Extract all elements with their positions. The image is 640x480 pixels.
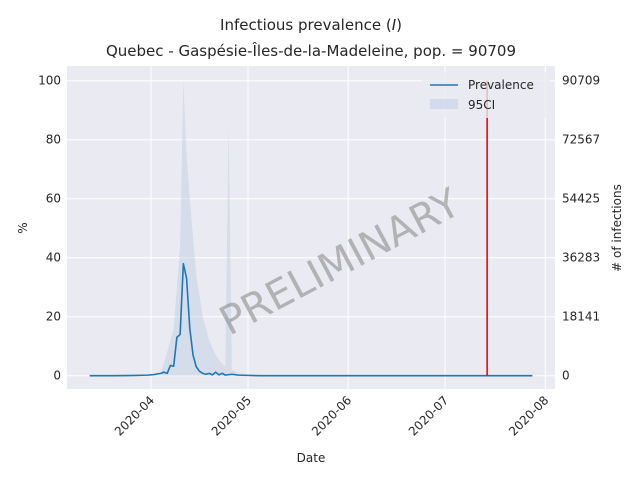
- y2-axis-label: # of infections: [610, 184, 624, 272]
- legend: Prevalence 95CI: [422, 72, 550, 118]
- y-tick-label: 60: [46, 192, 61, 206]
- y-tick-label: 80: [46, 133, 61, 147]
- x-tick-label: 2020-08: [506, 393, 551, 438]
- y-axis-label: %: [16, 222, 30, 233]
- legend-label-prevalence: Prevalence: [468, 78, 534, 92]
- x-tick-label: 2020-06: [309, 393, 354, 438]
- x-tick-label: 2020-04: [112, 393, 157, 438]
- y-tick-label: 100: [38, 74, 61, 88]
- y2-tick-label: 36283: [562, 251, 600, 265]
- y2-tick-label: 18141: [562, 310, 600, 324]
- plot-area: [67, 66, 555, 389]
- ci-band: [160, 80, 261, 376]
- y2-tick-label: 54425: [562, 192, 600, 206]
- prevalence-line: [89, 262, 533, 377]
- y2-tick-label: 0: [562, 369, 570, 383]
- y2-tick-label: 72567: [562, 133, 600, 147]
- y2-tick-label: 90709: [562, 74, 600, 88]
- y-tick-label: 0: [53, 369, 61, 383]
- chart-subtitle: Quebec - Gaspésie-Îles-de-la-Madeleine, …: [106, 41, 516, 60]
- chart-title: Infectious prevalence (I): [220, 16, 402, 34]
- y-tick-label: 20: [46, 310, 61, 324]
- x-tick-label: 2020-05: [209, 393, 254, 438]
- x-tick-label: 2020-07: [406, 393, 451, 438]
- grid: [67, 66, 555, 389]
- legend-band-swatch: [430, 99, 458, 109]
- prevalence-series: [89, 262, 533, 377]
- x-axis-label: Date: [297, 451, 326, 465]
- legend-box: [422, 72, 550, 118]
- legend-label-ci: 95CI: [468, 98, 495, 112]
- ci-band-area: [160, 80, 261, 376]
- y-tick-label: 40: [46, 251, 61, 265]
